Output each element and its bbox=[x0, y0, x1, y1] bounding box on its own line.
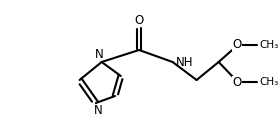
Text: NH: NH bbox=[176, 57, 193, 70]
Text: O: O bbox=[134, 14, 144, 27]
Text: N: N bbox=[94, 105, 102, 118]
Text: CH₃: CH₃ bbox=[259, 40, 278, 50]
Text: O: O bbox=[232, 77, 241, 90]
Text: CH₃: CH₃ bbox=[259, 77, 278, 87]
Text: N: N bbox=[94, 49, 103, 62]
Text: O: O bbox=[232, 38, 241, 51]
